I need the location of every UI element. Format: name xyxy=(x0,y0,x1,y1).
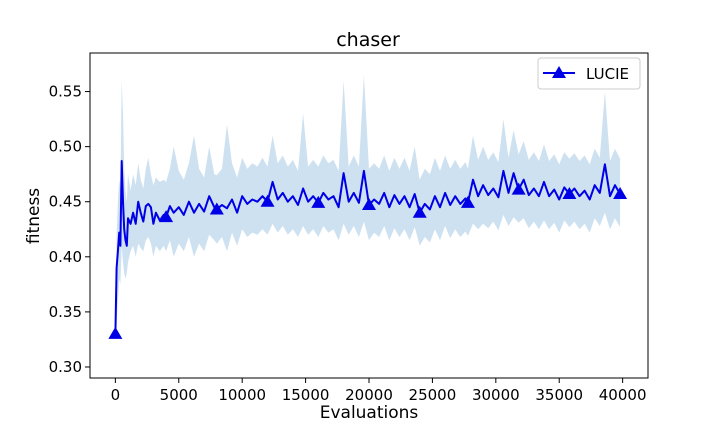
series-line-layer xyxy=(114,160,621,334)
y-tick-label-4: 0.50 xyxy=(49,138,82,156)
x-tick-label-3: 15000 xyxy=(282,386,330,404)
x-axis-ticks: 0 5000 10000 15000 20000 25000 30000 35000 40000 xyxy=(111,378,647,404)
x-tick-label-2: 10000 xyxy=(218,386,266,404)
y-tick-label-5: 0.55 xyxy=(49,83,82,101)
chart-title: chaser xyxy=(336,29,400,51)
x-tick-label-8: 40000 xyxy=(599,386,647,404)
series-marker-7 xyxy=(460,195,475,208)
y-axis-label: fitness xyxy=(24,188,44,244)
series-marker-0 xyxy=(108,326,123,339)
x-tick-label-1: 5000 xyxy=(160,386,198,404)
series-marker-6 xyxy=(412,205,427,218)
series-marker-9 xyxy=(562,187,577,200)
x-axis-label: Evaluations xyxy=(320,403,419,423)
series-marker-2 xyxy=(209,202,224,215)
legend: LUCIE xyxy=(537,57,641,90)
series-marker-1 xyxy=(159,210,174,223)
series-marker-4 xyxy=(311,195,326,208)
legend-label-lucie: LUCIE xyxy=(586,65,629,83)
x-tick-label-6: 30000 xyxy=(472,386,520,404)
x-tick-label-7: 35000 xyxy=(535,386,583,404)
series-marker-5 xyxy=(362,198,376,211)
y-tick-label-2: 0.40 xyxy=(49,248,82,266)
legend-box xyxy=(537,57,641,90)
legend-marker-swatch xyxy=(552,66,566,78)
series-marker-10 xyxy=(613,187,628,200)
series-line-lucie xyxy=(114,160,621,334)
x-tick-label-4: 20000 xyxy=(345,386,393,404)
y-tick-label-3: 0.45 xyxy=(49,193,82,211)
y-axis-ticks: 0.30 0.35 0.40 0.45 0.50 0.55 xyxy=(49,83,90,376)
x-tick-label-5: 25000 xyxy=(409,386,457,404)
y-tick-label-1: 0.35 xyxy=(49,303,82,321)
x-tick-label-0: 0 xyxy=(111,386,121,404)
series-marker-3 xyxy=(260,194,275,207)
y-tick-label-0: 0.30 xyxy=(49,358,82,376)
series-marker-layer xyxy=(108,182,628,339)
series-marker-8 xyxy=(511,182,526,195)
